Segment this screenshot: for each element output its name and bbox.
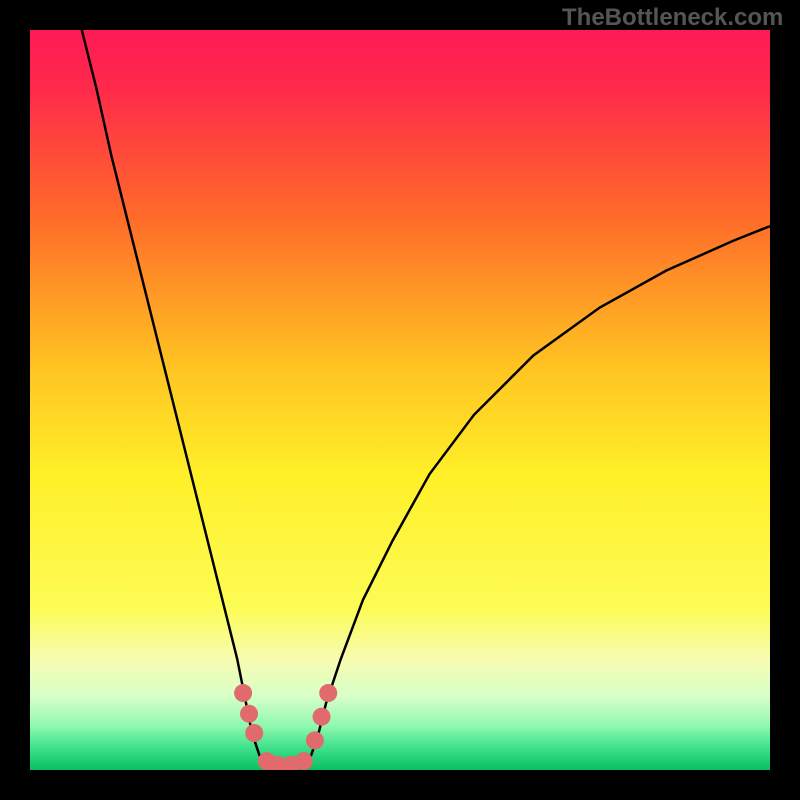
curve-marker (245, 724, 263, 742)
bottleneck-chart (30, 30, 770, 770)
curve-marker (295, 752, 313, 770)
curve-marker (319, 684, 337, 702)
curve-marker (306, 731, 324, 749)
watermark-text: TheBottleneck.com (562, 4, 783, 32)
chart-background (30, 30, 770, 770)
curve-marker (240, 705, 258, 723)
curve-marker (234, 684, 252, 702)
chart-frame (30, 30, 770, 770)
curve-marker (313, 708, 331, 726)
